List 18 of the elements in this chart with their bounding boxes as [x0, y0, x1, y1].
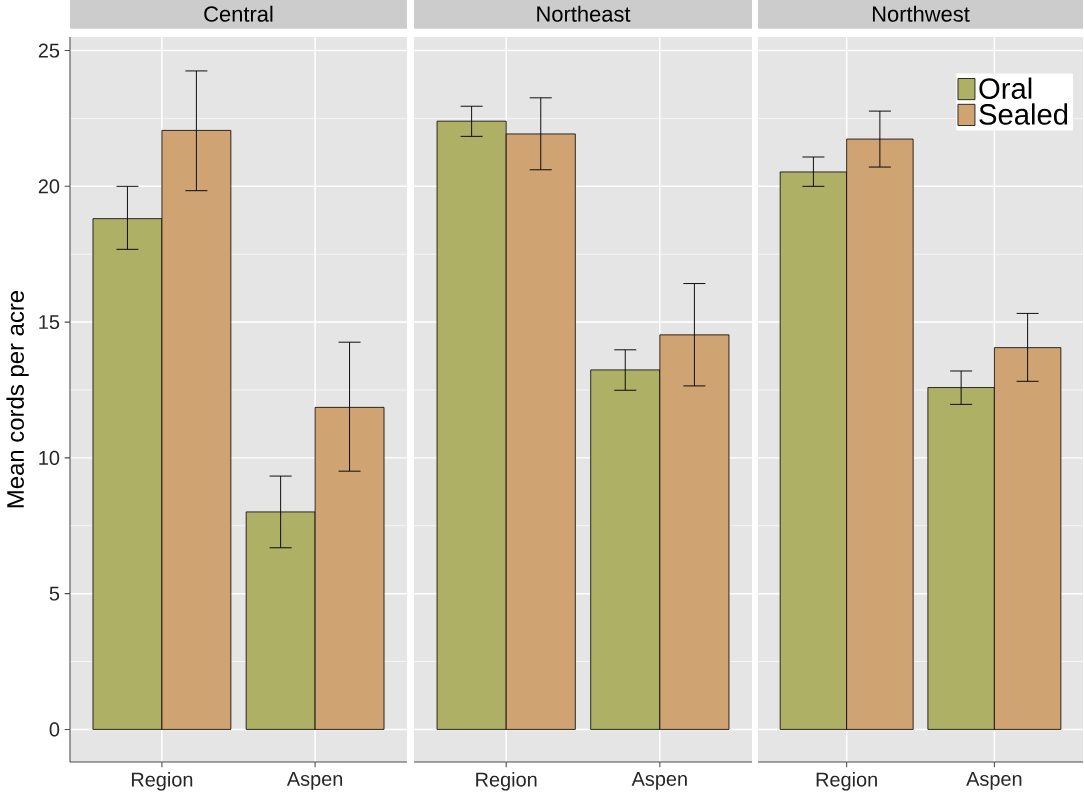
x-tick-label: Region	[131, 772, 193, 791]
y-axis-title: Mean cords per acre	[6, 290, 29, 508]
x-tick-label: Aspen	[966, 772, 1022, 790]
y-tick-label: 20	[38, 179, 60, 194]
legend-label: Oral	[979, 77, 1032, 99]
y-tick-label: 15	[39, 315, 60, 330]
chart-title: Northwest	[872, 5, 970, 22]
x-tick-label: Region	[476, 772, 537, 791]
chart-title: Northeast	[537, 5, 631, 22]
x-tick-label: Region	[816, 772, 877, 791]
y-tick-label: 0	[49, 722, 60, 737]
x-tick-label: Aspen	[286, 772, 343, 790]
legend-label: Sealed	[979, 103, 1068, 125]
y-tick-label: 10	[39, 450, 60, 465]
y-tick-label: 25	[38, 43, 60, 58]
x-tick-label: Aspen	[631, 772, 687, 790]
chart-title: Central	[204, 5, 273, 22]
y-tick-label: 5	[49, 586, 60, 601]
